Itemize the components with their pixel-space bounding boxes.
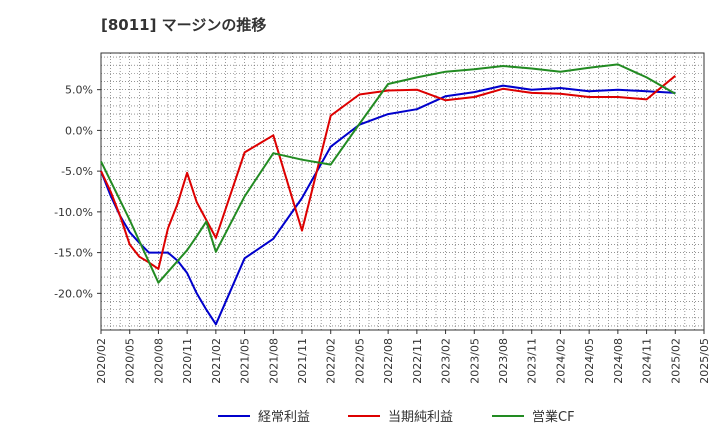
- series-line-1: [100, 75, 676, 270]
- legend-label-1: 当期純利益: [388, 410, 453, 425]
- x-tick-label: 2023/08: [497, 338, 510, 384]
- x-tick-label: 2023/05: [468, 338, 481, 384]
- x-tick-label: 2024/11: [641, 338, 654, 384]
- y-tick-label: -20.0%: [54, 287, 93, 300]
- chart-title: [8011] マージンの推移: [101, 16, 267, 34]
- x-tick-label: 2022/05: [353, 338, 366, 384]
- x-tick-label: 2024/05: [583, 338, 596, 384]
- x-tick-label: 2024/02: [554, 338, 567, 384]
- series-line-2: [100, 63, 676, 284]
- x-tick-label: 2025/05: [698, 338, 711, 384]
- x-tick-label: 2023/02: [440, 338, 453, 384]
- x-tick-label: 2020/11: [181, 338, 194, 384]
- legend-label-0: 経常利益: [258, 410, 310, 425]
- plot-area: [101, 53, 704, 330]
- y-tick-label: -5.0%: [61, 165, 93, 178]
- x-tick-label: 2020/05: [124, 338, 137, 384]
- x-tick-label: 2023/11: [526, 338, 539, 384]
- x-tick-label: 2021/05: [239, 338, 252, 384]
- x-tick-label: 2021/02: [210, 338, 223, 384]
- series-line-0: [100, 84, 676, 326]
- legend-label-2: 営業CF: [532, 409, 575, 425]
- x-tick-label: 2020/08: [152, 338, 165, 384]
- plot-frame: [100, 52, 705, 331]
- x-tick-label: 2020/02: [95, 338, 108, 384]
- y-tick-label: -10.0%: [54, 206, 93, 219]
- x-tick-label: 2021/08: [267, 338, 280, 384]
- x-tick-label: 2022/02: [325, 338, 338, 384]
- y-tick-label: -15.0%: [54, 247, 93, 260]
- x-tick-label: 2022/11: [411, 338, 424, 384]
- y-tick-label: 5.0%: [65, 84, 93, 97]
- x-tick-label: 2022/08: [382, 338, 395, 384]
- y-tick-label: 0.0%: [65, 124, 93, 137]
- x-tick-label: 2021/11: [296, 338, 309, 384]
- x-tick-label: 2025/02: [669, 338, 682, 384]
- x-tick-label: 2024/08: [612, 338, 625, 384]
